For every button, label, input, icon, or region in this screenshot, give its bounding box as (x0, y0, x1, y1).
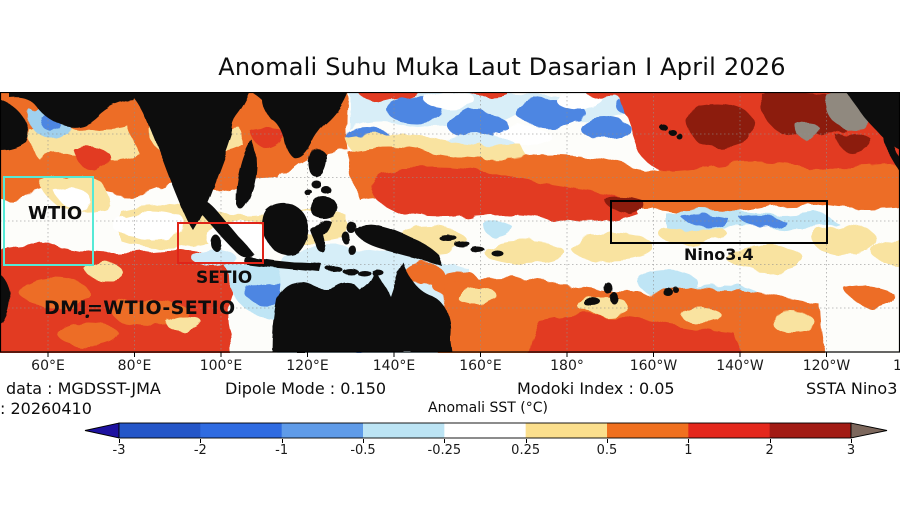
colorbar-segment (281, 423, 364, 438)
x-tick-label: 120°W (802, 358, 851, 374)
colorbar (83, 422, 889, 439)
x-tick-label: 60°E (31, 358, 65, 374)
colorbar-tick-label: 0.5 (596, 443, 618, 458)
x-tick-label: 180° (550, 358, 584, 374)
colorbar-tick-label: 0.25 (511, 443, 541, 458)
dmi-annotation: DMI=WTIO-SETIO (44, 297, 236, 319)
colorbar-segment (444, 423, 527, 438)
colorbar-tick-label: 1 (684, 443, 693, 458)
land-taiwan (310, 109, 318, 123)
colorbar-label: Anomali SST (°C) (428, 400, 548, 416)
ssta-nino-text: SSTA Nino3 (806, 379, 898, 398)
colorbar-segment (363, 423, 445, 438)
land-malay-peninsula (236, 140, 257, 209)
land-indochina (250, 92, 348, 159)
land-borneo (262, 202, 308, 255)
map-canvas (0, 92, 900, 357)
land-srilanka (211, 235, 221, 251)
colorbar-segment (607, 423, 689, 438)
setio-region-box (177, 222, 264, 264)
colorbar-tick-label: -3 (112, 443, 126, 458)
nino34-region-box (610, 200, 828, 244)
data-source-text: data : MGDSST-JMA (6, 379, 161, 398)
x-tick-label: 160°E (459, 358, 502, 374)
land-africa-horn (0, 100, 29, 150)
x-tick-label: 140°W (716, 358, 764, 374)
modoki-index-text: Modoki Index : 0.05 (517, 379, 675, 398)
x-tick-label: 100°E (199, 358, 243, 374)
colorbar-tick-label: -0.25 (427, 443, 462, 458)
land-new-guinea (355, 224, 442, 266)
land-madagascar (0, 274, 11, 326)
landmasses (0, 92, 900, 352)
colorbar-segment (769, 423, 852, 438)
land-australia (272, 262, 452, 352)
land-sumatra (192, 196, 254, 258)
land-luzon (308, 148, 327, 177)
nino34-label: Nino3.4 (684, 245, 754, 264)
x-tick-label: 120°E (286, 358, 329, 374)
wtio-region-box (3, 176, 94, 266)
colorbar-tick-label: -2 (193, 443, 207, 458)
x-tick-label: 140°E (372, 358, 416, 374)
page-title: Anomali Suhu Muka Laut Dasarian I April … (218, 53, 786, 81)
colorbar-tick-label: 2 (765, 443, 774, 458)
colorbar-segment (119, 423, 201, 438)
x-tick-label-partial: 1 (893, 358, 900, 374)
x-tick-label: 80°E (117, 358, 152, 374)
land-arabia (10, 92, 138, 127)
colorbar-tick-label: -1 (275, 443, 289, 458)
x-tick-label: 160°W (629, 358, 678, 374)
sst-anomaly-map (0, 92, 900, 358)
dipole-mode-text: Dipole Mode : 0.150 (225, 379, 387, 398)
wtio-label: WTIO (28, 203, 83, 224)
land-baja (882, 128, 900, 172)
colorbar-segment (200, 423, 283, 438)
land-india (128, 92, 250, 230)
land-sulawesi (310, 220, 332, 253)
land-mindanao (311, 197, 337, 219)
axis-tick-marks (47, 352, 827, 357)
colorbar-tick-label: -0.5 (350, 443, 376, 458)
colorbar-tick-label: 3 (846, 443, 856, 458)
setio-label: SETIO (196, 268, 253, 288)
land-hawaii (660, 125, 668, 131)
date-text: : 20260410 (0, 399, 92, 418)
colorbar-segment (688, 423, 771, 438)
colorbar-segment (525, 423, 608, 438)
sst-field (0, 92, 900, 353)
